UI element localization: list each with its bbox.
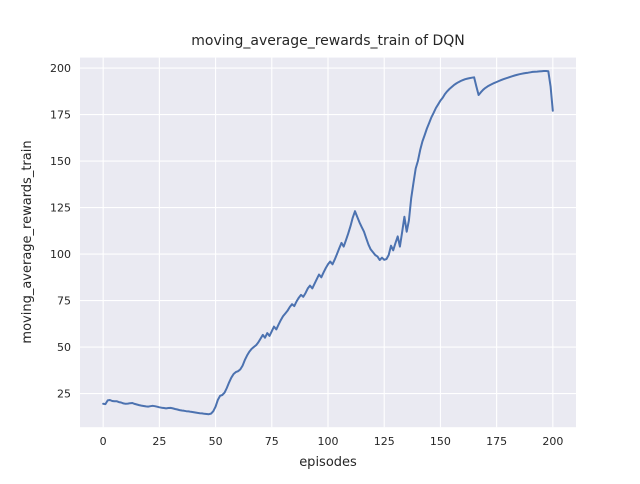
y-tick-label: 25 xyxy=(57,388,71,401)
x-tick-label: 25 xyxy=(152,435,166,448)
y-tick-labels: 25 50 75 100 125 150 175 200 xyxy=(50,62,71,401)
x-tick-label: 200 xyxy=(542,435,563,448)
x-tick-label: 125 xyxy=(374,435,395,448)
x-tick-label: 175 xyxy=(486,435,507,448)
y-tick-label: 100 xyxy=(50,248,71,261)
x-tick-label: 0 xyxy=(100,435,107,448)
gridlines xyxy=(80,57,576,428)
series-line-dqn xyxy=(102,70,554,416)
y-tick-label: 75 xyxy=(57,295,71,308)
x-axis-label: episodes xyxy=(299,455,357,470)
y-axis-label: moving_average_rewards_train xyxy=(20,140,35,343)
y-tick-label: 50 xyxy=(57,341,71,354)
x-tick-label: 50 xyxy=(209,435,223,448)
y-tick-label: 200 xyxy=(50,62,71,75)
y-tick-label: 175 xyxy=(50,109,71,122)
x-tick-label: 150 xyxy=(430,435,451,448)
x-tick-labels: 0 25 50 75 100 125 150 175 200 xyxy=(100,435,564,448)
chart-title: moving_average_rewards_train of DQN xyxy=(191,33,465,49)
y-tick-label: 150 xyxy=(50,155,71,168)
y-tick-label: 125 xyxy=(50,202,71,215)
x-tick-label: 75 xyxy=(265,435,279,448)
x-tick-label: 100 xyxy=(318,435,339,448)
